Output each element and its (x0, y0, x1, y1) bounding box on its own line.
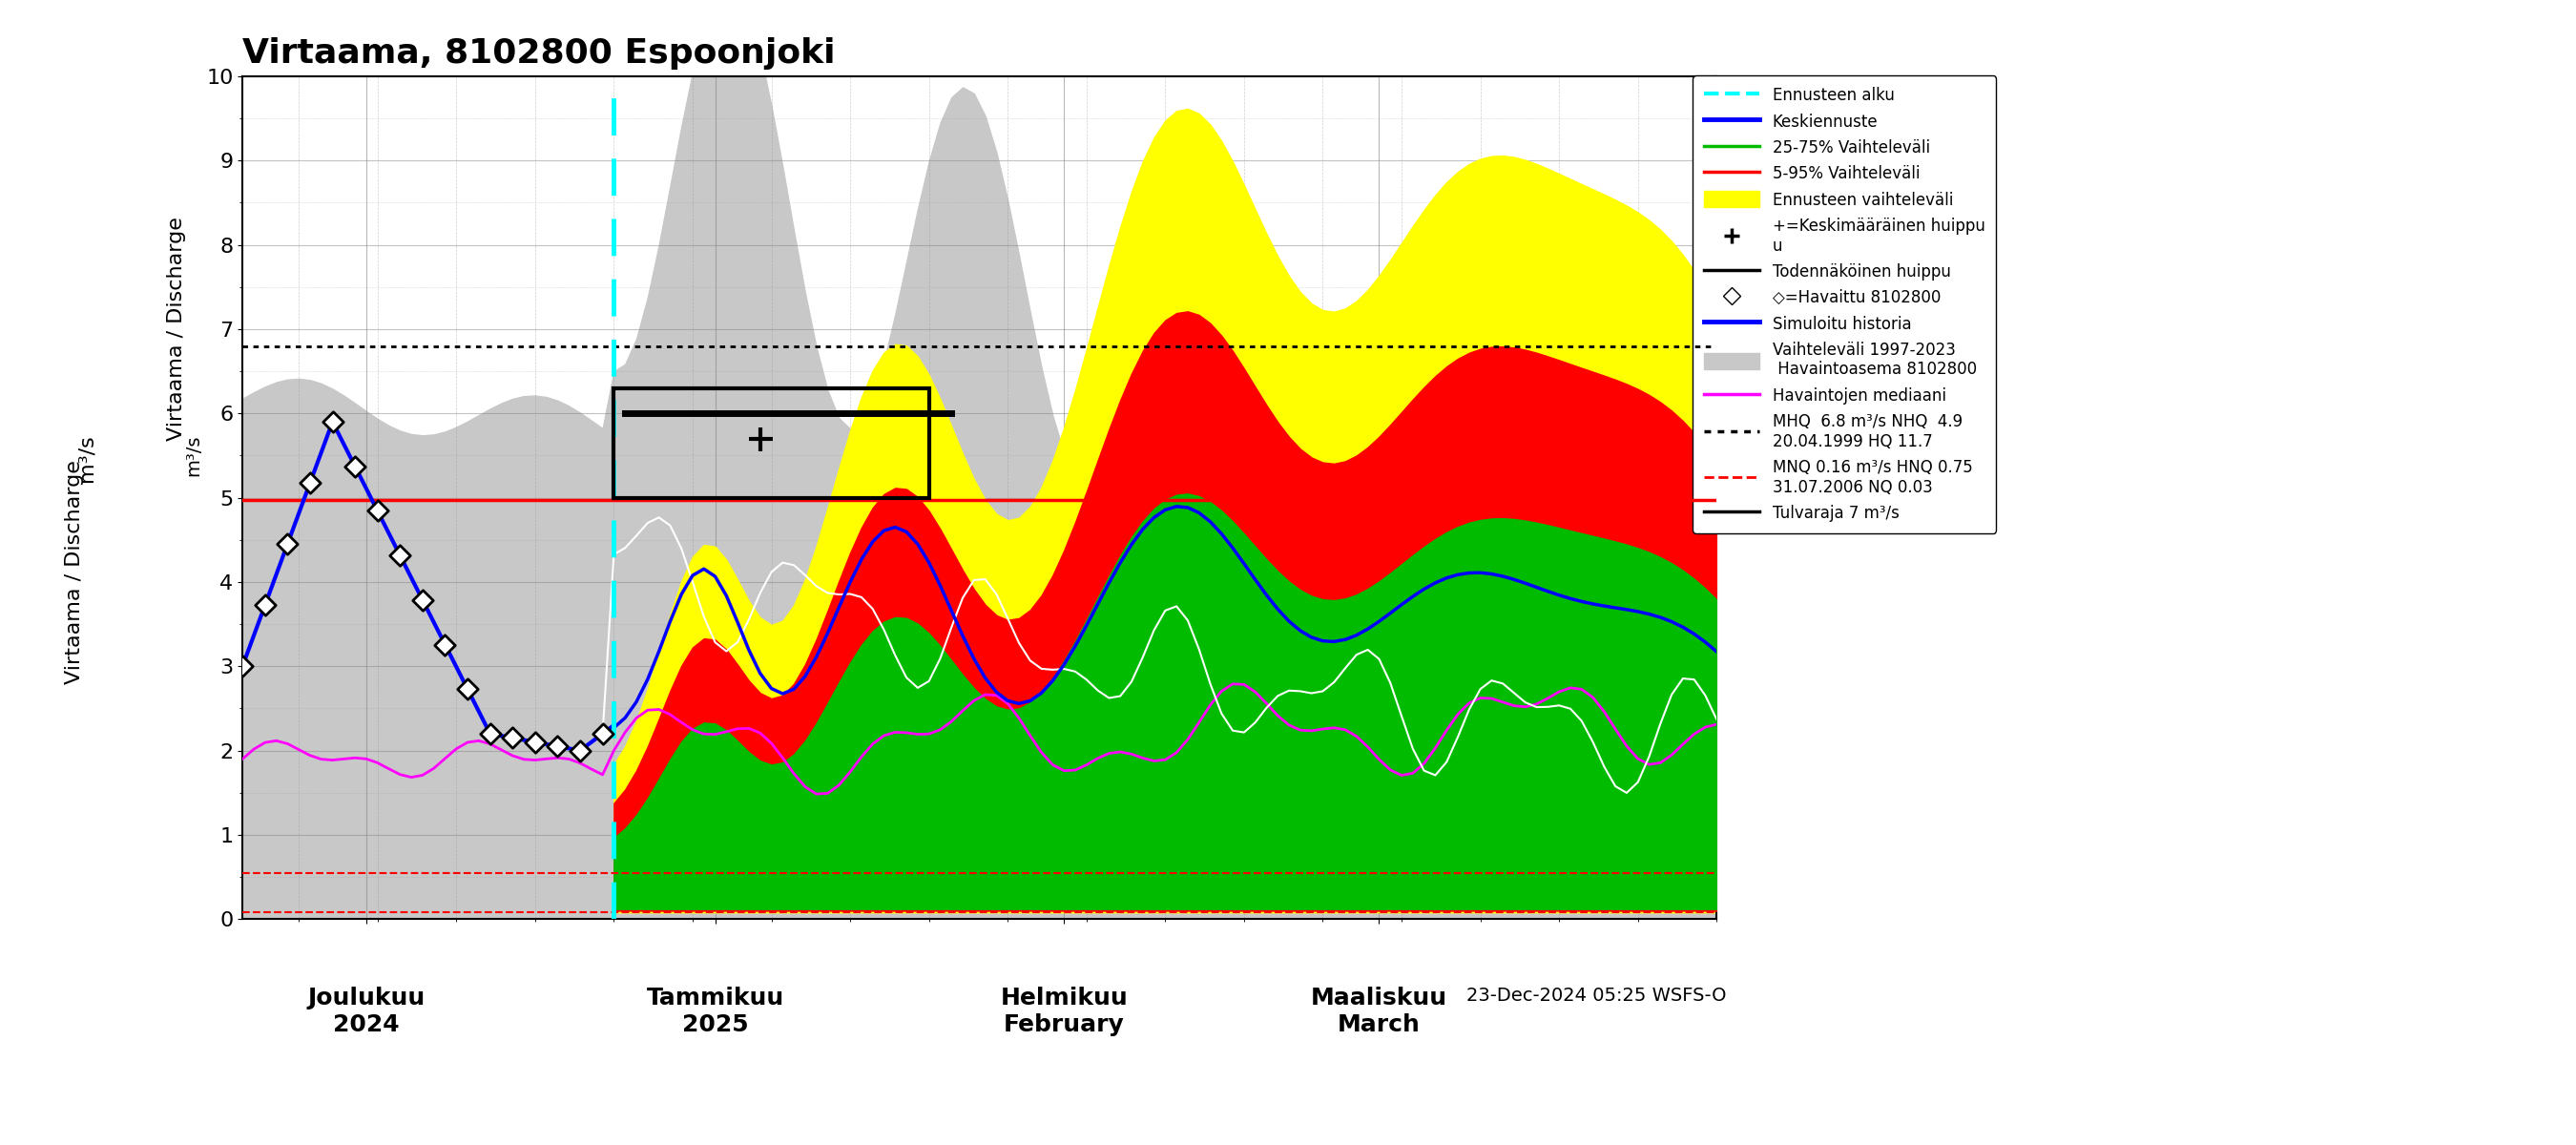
Text: Tammikuu
2025: Tammikuu 2025 (647, 987, 783, 1036)
Point (379, 546, 420, 564)
Point (582, 725, 623, 743)
Text: Virtaama / Discharge: Virtaama / Discharge (167, 218, 185, 441)
Point (469, 725, 510, 743)
Point (492, 728, 533, 747)
Point (402, 591, 443, 609)
Point (222, 657, 263, 676)
Point (536, 737, 577, 756)
Legend: Ennusteen alku, Keskiennuste, 25-75% Vaihteleväli, 5-95% Vaihteleväli, Ennusteen: Ennusteen alku, Keskiennuste, 25-75% Vai… (1692, 76, 1996, 534)
Text: Virtaama, 8102800 Espoonjoki: Virtaama, 8102800 Espoonjoki (242, 37, 835, 70)
Point (245, 597, 286, 615)
Text: Maaliskuu
March: Maaliskuu March (1311, 987, 1448, 1036)
Text: m³/s: m³/s (77, 434, 95, 482)
Point (358, 502, 399, 520)
Text: Helmikuu
February: Helmikuu February (999, 987, 1128, 1036)
Point (312, 412, 353, 431)
Point (559, 742, 600, 760)
Point (448, 680, 489, 698)
Point (289, 474, 330, 492)
Point (335, 457, 376, 475)
Text: 23-Dec-2024 05:25 WSFS-O: 23-Dec-2024 05:25 WSFS-O (1466, 987, 1726, 1004)
Text: m³/s: m³/s (185, 435, 204, 476)
Bar (613, 388, 930, 498)
Point (425, 635, 466, 654)
Point (515, 733, 556, 751)
Text: Virtaama / Discharge: Virtaama / Discharge (64, 460, 82, 685)
Point (268, 535, 309, 553)
Text: Joulukuu
2024: Joulukuu 2024 (307, 987, 425, 1036)
